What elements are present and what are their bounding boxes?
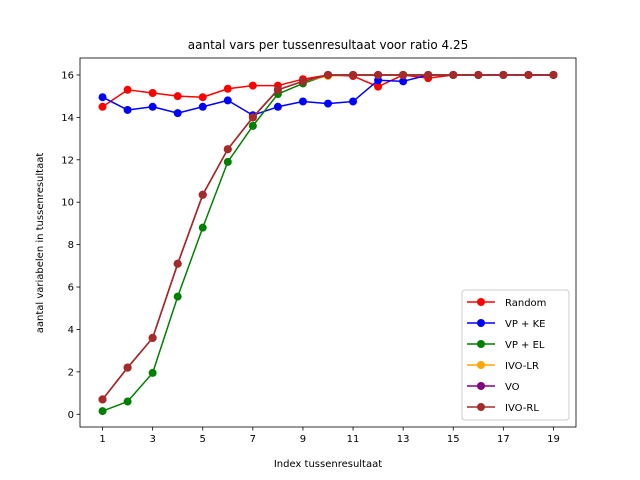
x-tick-label: 13	[397, 434, 410, 445]
data-point	[298, 77, 307, 86]
data-point	[123, 397, 132, 406]
data-point	[148, 88, 157, 97]
y-tick-label: 12	[61, 155, 74, 166]
y-tick-label: 8	[68, 240, 74, 251]
data-point	[198, 223, 207, 232]
data-point	[98, 395, 107, 404]
legend-item-ivo-lr: IVO-LR	[467, 361, 539, 372]
data-point	[449, 70, 458, 79]
data-point	[148, 368, 157, 377]
data-point	[424, 70, 433, 79]
data-point	[98, 93, 107, 102]
data-point	[524, 70, 533, 79]
legend-item-ivo-rl: IVO-RL	[467, 403, 539, 414]
data-point	[324, 70, 332, 79]
y-tick-label: 4	[68, 325, 74, 336]
x-tick-label: 5	[200, 434, 206, 445]
legend-label: Random	[505, 298, 546, 309]
data-point	[173, 92, 182, 101]
data-point	[198, 190, 207, 199]
data-point	[223, 96, 232, 105]
data-point	[499, 70, 508, 79]
legend-item-vp-el: VP + EL	[467, 340, 545, 351]
data-point	[148, 333, 157, 342]
data-point	[223, 145, 232, 154]
data-point	[474, 70, 483, 79]
legend-marker	[477, 340, 485, 348]
x-tick-label: 11	[347, 434, 360, 445]
data-point	[399, 77, 408, 86]
y-tick-label: 14	[61, 113, 74, 124]
data-point	[549, 70, 558, 79]
data-point	[273, 102, 282, 111]
y-tick-label: 6	[68, 283, 74, 294]
series-ivo-rl	[98, 70, 558, 404]
x-tick-label: 15	[447, 434, 460, 445]
data-point	[349, 70, 358, 79]
data-point	[198, 102, 207, 111]
data-point	[98, 102, 107, 111]
x-tick-label: 17	[497, 434, 510, 445]
legend: Random VP + KE VP + EL IVO-LR VO IVO-RL	[461, 289, 570, 421]
legend-box	[461, 289, 570, 421]
legend-marker	[477, 361, 485, 369]
y-tick-label: 16	[61, 70, 74, 81]
data-point	[298, 97, 307, 106]
y-tick-label: 10	[61, 198, 74, 209]
axes-frame	[79, 57, 577, 428]
legend-label: VP + KE	[505, 319, 545, 330]
chart-title: aantal vars per tussenresultaat voor rat…	[188, 38, 468, 52]
data-point	[248, 81, 257, 90]
data-point	[248, 121, 257, 130]
x-tick-label: 7	[250, 434, 256, 445]
x-tick-label: 19	[547, 434, 560, 445]
data-point	[223, 157, 232, 166]
legend-item-random: Random	[467, 298, 546, 309]
y-tick-label: 2	[68, 367, 74, 378]
data-point	[173, 109, 182, 118]
y-axis-title: aantal variabelen in tussenresultaat	[35, 153, 46, 334]
data-point	[399, 70, 408, 79]
legend-marker	[477, 382, 485, 390]
data-point	[349, 97, 358, 106]
legend-marker	[477, 319, 485, 327]
x-tick-label: 1	[99, 434, 105, 445]
legend-item-vp-ke: VP + KE	[467, 319, 545, 330]
data-point	[248, 113, 257, 122]
x-axis-title: Index tussenresultaat	[274, 459, 382, 470]
x-tick-label: 9	[300, 434, 306, 445]
x-tick-label: 3	[149, 434, 155, 445]
legend-item-vo: VO	[467, 382, 520, 393]
data-point	[98, 407, 107, 416]
data-point	[273, 85, 282, 94]
y-tick-label: 0	[68, 410, 74, 421]
legend-label: IVO-LR	[505, 361, 539, 372]
data-point	[123, 85, 132, 94]
data-point	[173, 292, 182, 301]
data-point	[223, 84, 232, 93]
data-point	[123, 105, 132, 114]
data-point	[173, 259, 182, 268]
data-point	[324, 99, 332, 108]
legend-label: IVO-RL	[505, 403, 539, 414]
data-point	[374, 70, 383, 79]
data-point	[198, 93, 207, 102]
legend-marker	[477, 403, 485, 411]
data-point	[123, 363, 132, 372]
legend-marker	[477, 298, 485, 306]
legend-label: VP + EL	[505, 340, 545, 351]
data-point	[374, 82, 383, 91]
legend-label: VO	[505, 382, 520, 393]
data-point	[148, 102, 157, 111]
